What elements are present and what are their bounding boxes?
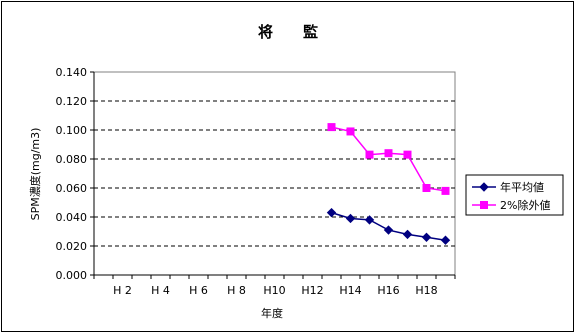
y-axis-title: SPM濃度(mg/m3)	[28, 128, 42, 221]
x-axis-ticks: H 2 H 4 H 6 H 8 H10 H12 H14 H16 H18	[93, 275, 456, 297]
data-point	[403, 150, 412, 159]
x-tick-label: H16	[377, 284, 399, 297]
data-point	[383, 225, 394, 235]
y-tick-label: 0.100	[56, 124, 88, 137]
legend: 年平均値 2%除外値	[465, 174, 564, 216]
y-tick-label: 0.040	[56, 211, 88, 224]
legend-label: 年平均値	[500, 180, 544, 194]
data-point	[440, 235, 451, 245]
x-tick-label: H10	[263, 284, 285, 297]
x-tick-label: H12	[301, 284, 323, 297]
data-point	[402, 229, 413, 240]
data-point	[384, 149, 393, 158]
data-point	[364, 215, 375, 225]
data-point	[345, 213, 356, 224]
y-tick-label: 0.060	[56, 182, 88, 195]
y-tick-label: 0.000	[56, 269, 88, 282]
y-axis-ticks: 0.000 0.020 0.040 0.060 0.080 0.100 0.120 0.140	[56, 66, 455, 282]
x-tick-label: H 8	[227, 284, 246, 297]
data-point	[441, 186, 450, 195]
data-point	[326, 207, 337, 218]
chart-title: 将 監	[258, 23, 318, 41]
x-tick-label: H18	[415, 284, 437, 297]
series-layer	[326, 123, 451, 245]
legend-marker	[480, 201, 488, 209]
legend-label: 2%除外値	[500, 198, 550, 212]
y-tick-label: 0.020	[56, 240, 88, 253]
y-tick-label: 0.120	[56, 95, 88, 108]
data-point	[346, 127, 355, 136]
x-tick-label: H 6	[189, 284, 208, 297]
data-point	[421, 232, 432, 243]
data-point	[327, 123, 336, 132]
legend-marker	[479, 182, 489, 192]
x-tick-label: H 4	[151, 284, 170, 297]
data-point	[422, 184, 431, 192]
data-point	[365, 150, 374, 159]
x-tick-label: H 2	[113, 284, 132, 297]
x-tick-label: H14	[339, 284, 361, 297]
plot-area	[93, 71, 456, 276]
x-axis-title: 年度	[261, 306, 283, 320]
y-tick-label: 0.140	[56, 66, 88, 79]
y-tick-label: 0.080	[56, 153, 88, 166]
